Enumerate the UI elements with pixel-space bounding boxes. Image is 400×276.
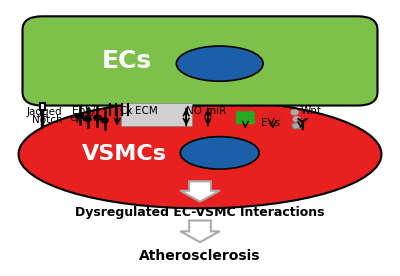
Circle shape [293,117,300,121]
Circle shape [236,116,242,120]
Text: NO: NO [186,106,202,116]
Circle shape [270,120,276,124]
Circle shape [242,116,248,120]
Circle shape [264,120,270,124]
Circle shape [264,116,270,120]
Text: Cx: Cx [119,106,133,116]
Text: ECs: ECs [101,49,152,73]
Circle shape [242,120,248,124]
FancyBboxPatch shape [22,16,378,105]
Text: Wnt: Wnt [300,106,322,116]
Circle shape [270,116,276,120]
Circle shape [76,114,83,119]
Text: Atherosclerosis: Atherosclerosis [139,249,261,263]
Polygon shape [180,181,220,201]
Text: ephrin: ephrin [70,113,104,123]
Circle shape [242,112,248,116]
Circle shape [276,112,282,116]
Circle shape [236,112,242,116]
Text: Eph/: Eph/ [72,106,95,116]
Circle shape [248,120,254,124]
Text: EVs: EVs [261,118,280,128]
Text: Notch: Notch [32,115,63,125]
Circle shape [264,112,270,116]
Text: miR: miR [206,106,226,116]
Circle shape [276,120,282,124]
Text: Jagged: Jagged [26,107,62,117]
Text: VSMCs: VSMCs [82,144,167,164]
Text: Dysregulated EC-VSMC Interactions: Dysregulated EC-VSMC Interactions [75,206,325,219]
Ellipse shape [18,100,382,208]
Ellipse shape [180,137,259,169]
Circle shape [248,116,254,120]
Circle shape [276,116,282,120]
Circle shape [291,110,298,115]
Circle shape [248,112,254,116]
Polygon shape [180,221,220,242]
Circle shape [236,120,242,124]
Ellipse shape [176,46,263,81]
Bar [40,103,45,110]
Circle shape [94,115,101,120]
Circle shape [84,117,91,121]
Circle shape [270,112,276,116]
Circle shape [101,118,108,123]
Text: ECM: ECM [135,106,158,116]
Bar [121,103,192,126]
